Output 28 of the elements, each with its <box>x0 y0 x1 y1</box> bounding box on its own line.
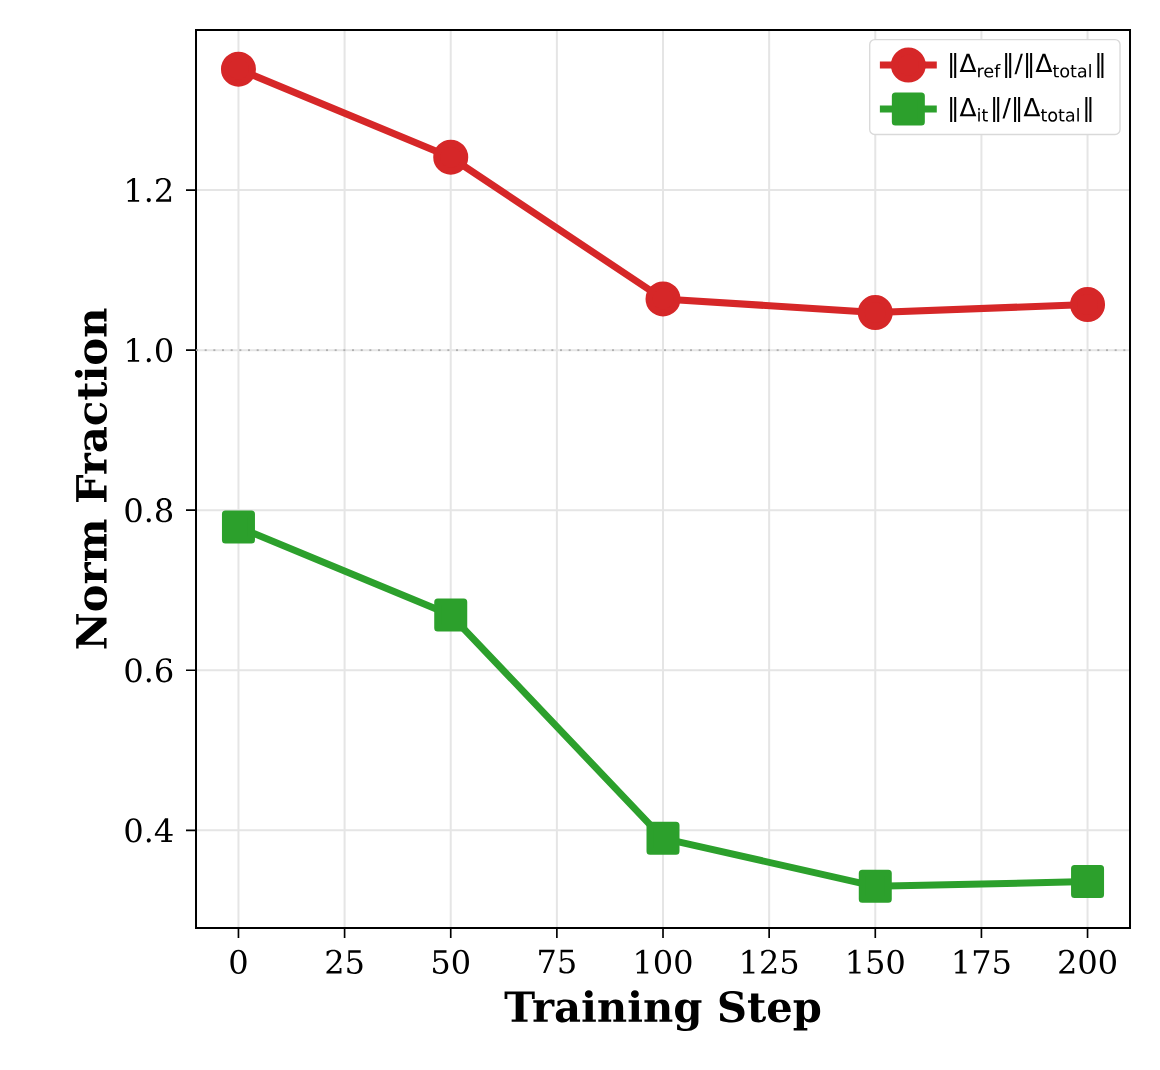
point <box>434 598 468 632</box>
x-axis-title: Training Step <box>504 990 821 1032</box>
y-tick-label: 1.0 <box>127 338 173 363</box>
point <box>645 281 681 317</box>
y-axis-title: Norm Fraction <box>74 308 108 649</box>
point <box>646 821 680 855</box>
x-tick-label: 50 <box>433 949 469 974</box>
x-tick-label: 125 <box>742 949 798 974</box>
point <box>220 51 256 87</box>
point <box>433 139 469 175</box>
x-tick-label: 100 <box>636 949 692 974</box>
legend-label: ‖Δ$_{it}$‖/‖Δ$_{total}$‖ <box>950 97 1092 123</box>
y-tick-label: 0.6 <box>125 658 173 683</box>
point <box>858 869 892 903</box>
x-tick-label: 200 <box>1059 949 1116 974</box>
point <box>221 510 255 544</box>
y-tick-label: 1.2 <box>127 177 172 203</box>
x-tick-label: 0 <box>230 949 247 974</box>
x-tick-label: 150 <box>848 949 904 974</box>
x-tick-label: 25 <box>326 949 363 974</box>
point <box>857 295 893 331</box>
x-tick-label: 175 <box>954 949 1010 974</box>
y-tick-label: 0.4 <box>125 818 173 843</box>
y-tick-label: 0.8 <box>125 498 173 523</box>
legend-label: ‖Δ$_{ref}$‖/‖Δ$_{total}$‖ <box>950 52 1104 78</box>
point <box>1071 865 1105 899</box>
point <box>1070 287 1106 322</box>
x-tick-label: 75 <box>539 949 575 974</box>
